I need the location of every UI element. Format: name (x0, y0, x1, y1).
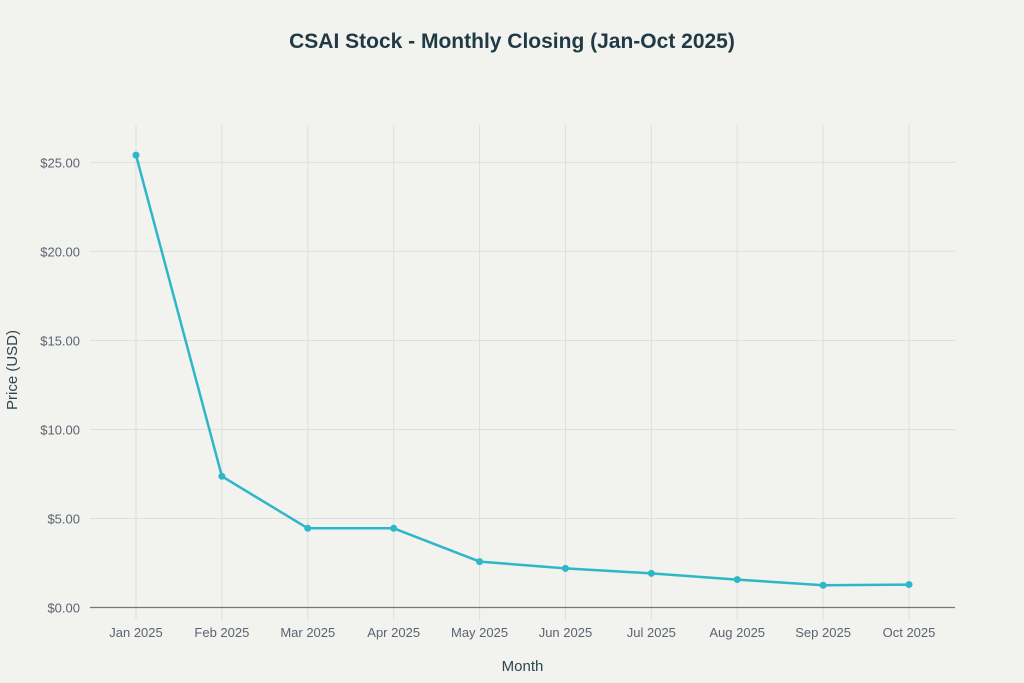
data-point (390, 524, 398, 532)
y-tick-label: $15.00 (40, 333, 80, 348)
y-tick-label: $10.00 (40, 422, 80, 437)
series-line (134, 154, 910, 587)
x-tick-label: Jan 2025 (109, 625, 163, 640)
x-tick-label: Oct 2025 (883, 625, 936, 640)
x-tick-label: Mar 2025 (280, 625, 335, 640)
data-point (304, 524, 312, 532)
y-tick-label: $5.00 (47, 512, 80, 527)
data-point (733, 576, 741, 584)
x-tick-label: Jun 2025 (539, 625, 593, 640)
x-tick-label: Aug 2025 (709, 625, 765, 640)
data-point (905, 581, 913, 589)
chart-title: CSAI Stock - Monthly Closing (Jan-Oct 20… (289, 30, 735, 53)
y-tick-label: $0.00 (47, 601, 80, 616)
data-point (218, 472, 226, 480)
x-axis-label: Month (502, 658, 544, 675)
data-point (476, 558, 484, 566)
data-point (561, 564, 569, 572)
y-tick-label: $25.00 (40, 155, 80, 170)
x-tick-label: Jul 2025 (627, 625, 676, 640)
x-tick-label: May 2025 (451, 625, 508, 640)
data-point (819, 581, 827, 589)
y-tick-label: $20.00 (40, 244, 80, 259)
x-tick-label: Apr 2025 (367, 625, 420, 640)
data-point (647, 569, 655, 577)
y-axis-label: Price (USD) (4, 330, 21, 410)
data-point (132, 151, 140, 159)
x-tick-label: Feb 2025 (194, 625, 249, 640)
x-tick-label: Sep 2025 (795, 625, 851, 640)
